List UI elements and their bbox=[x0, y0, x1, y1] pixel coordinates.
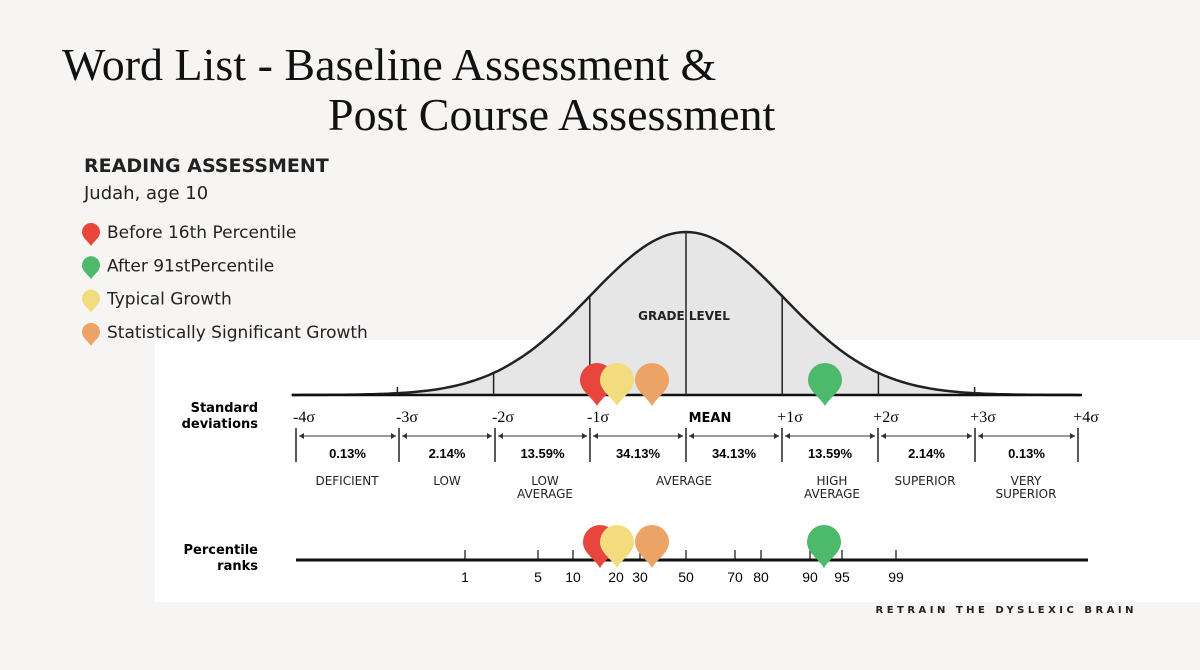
legend-pin bbox=[82, 289, 100, 313]
legend-pin bbox=[82, 223, 100, 246]
percentile-label: 90 bbox=[802, 569, 818, 585]
percentage: 0.13% bbox=[329, 446, 366, 461]
sd-label: +1σ bbox=[777, 409, 803, 426]
sd-label: -4σ bbox=[293, 409, 315, 426]
category: LOW bbox=[433, 474, 461, 488]
percentile-label: 70 bbox=[727, 569, 743, 585]
percentage: 0.13% bbox=[1008, 446, 1045, 461]
sd-label: -1σ bbox=[587, 409, 609, 426]
category: LOW bbox=[531, 474, 559, 488]
legend-label: Statistically Significant Growth bbox=[107, 323, 368, 343]
percentile-label: 99 bbox=[888, 569, 904, 585]
section-title: READING ASSESSMENT bbox=[84, 155, 329, 177]
axis-label: ranks bbox=[217, 559, 258, 574]
sd-label: +3σ bbox=[970, 409, 996, 426]
category: DEFICIENT bbox=[315, 474, 379, 488]
legend: Before 16th Percentile After 91stPercenti… bbox=[82, 223, 368, 346]
legend-label: Typical Growth bbox=[106, 290, 232, 310]
percentage: 13.59% bbox=[808, 446, 853, 461]
title-line: Word List - Baseline Assessment & bbox=[62, 39, 716, 90]
category: SUPERIOR bbox=[996, 487, 1057, 501]
legend-pin bbox=[82, 256, 100, 280]
legend-label: Before 16th Percentile bbox=[107, 223, 296, 243]
legend-pin bbox=[82, 322, 100, 346]
percentile-label: 95 bbox=[834, 569, 850, 585]
student: Judah, age 10 bbox=[83, 183, 208, 204]
axis-label: deviations bbox=[182, 417, 259, 432]
category: SUPERIOR bbox=[895, 474, 956, 488]
sd-label: +2σ bbox=[873, 409, 899, 426]
percentage: 34.13% bbox=[616, 446, 661, 461]
percentile-label: 50 bbox=[678, 569, 694, 585]
percentage: 34.13% bbox=[712, 446, 757, 461]
legend-label: After 91stPercentile bbox=[107, 256, 274, 276]
sd-label: +4σ bbox=[1073, 409, 1099, 426]
category: HIGH bbox=[817, 474, 848, 488]
sd-label: -2σ bbox=[492, 409, 514, 426]
category: AVERAGE bbox=[656, 474, 712, 488]
percentile-label: 1 bbox=[461, 569, 469, 585]
footer: RETRAIN THE DYSLEXIC BRAIN bbox=[876, 605, 1138, 616]
center-label: GRADE LEVEL bbox=[638, 309, 730, 323]
category: AVERAGE bbox=[804, 487, 860, 501]
percentile-label: 10 bbox=[565, 569, 581, 585]
category: VERY bbox=[1011, 474, 1042, 488]
percentage: 2.14% bbox=[908, 446, 945, 461]
title-line: Post Course Assessment bbox=[328, 89, 775, 140]
category: AVERAGE bbox=[517, 487, 573, 501]
percentile-label: 20 bbox=[608, 569, 624, 585]
percentile-label: 30 bbox=[632, 569, 648, 585]
axis-label: Standard bbox=[191, 401, 258, 416]
percentile-label: 80 bbox=[753, 569, 769, 585]
percentile-label: 5 bbox=[534, 569, 542, 585]
sd-label: -3σ bbox=[396, 409, 418, 426]
axis-label: Percentile bbox=[184, 543, 259, 558]
percentage: 13.59% bbox=[520, 446, 565, 461]
percentage: 2.14% bbox=[429, 446, 466, 461]
sd-label: MEAN bbox=[689, 411, 732, 426]
